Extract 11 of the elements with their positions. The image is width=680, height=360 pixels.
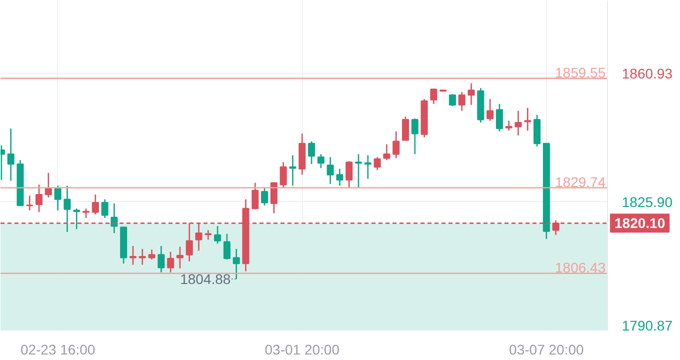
x-tick-label: 02-23 16:00 xyxy=(20,342,96,358)
x-tick-label: 03-01 20:00 xyxy=(264,342,340,358)
x-tick-label: 03-07 20:00 xyxy=(509,342,584,358)
y-tick-label: 1860.93 xyxy=(622,65,673,82)
ref-line-label: 1859.55 xyxy=(555,64,606,80)
ref-line-label: 1829.74 xyxy=(555,174,606,190)
ref-line-label: 1806.43 xyxy=(555,259,606,276)
ref-line-label: 1820.10 xyxy=(614,215,666,232)
y-tick-label: 1825.90 xyxy=(622,194,673,210)
annotation: 1804.88 xyxy=(180,271,231,288)
y-tick-label: 1790.87 xyxy=(622,318,673,334)
